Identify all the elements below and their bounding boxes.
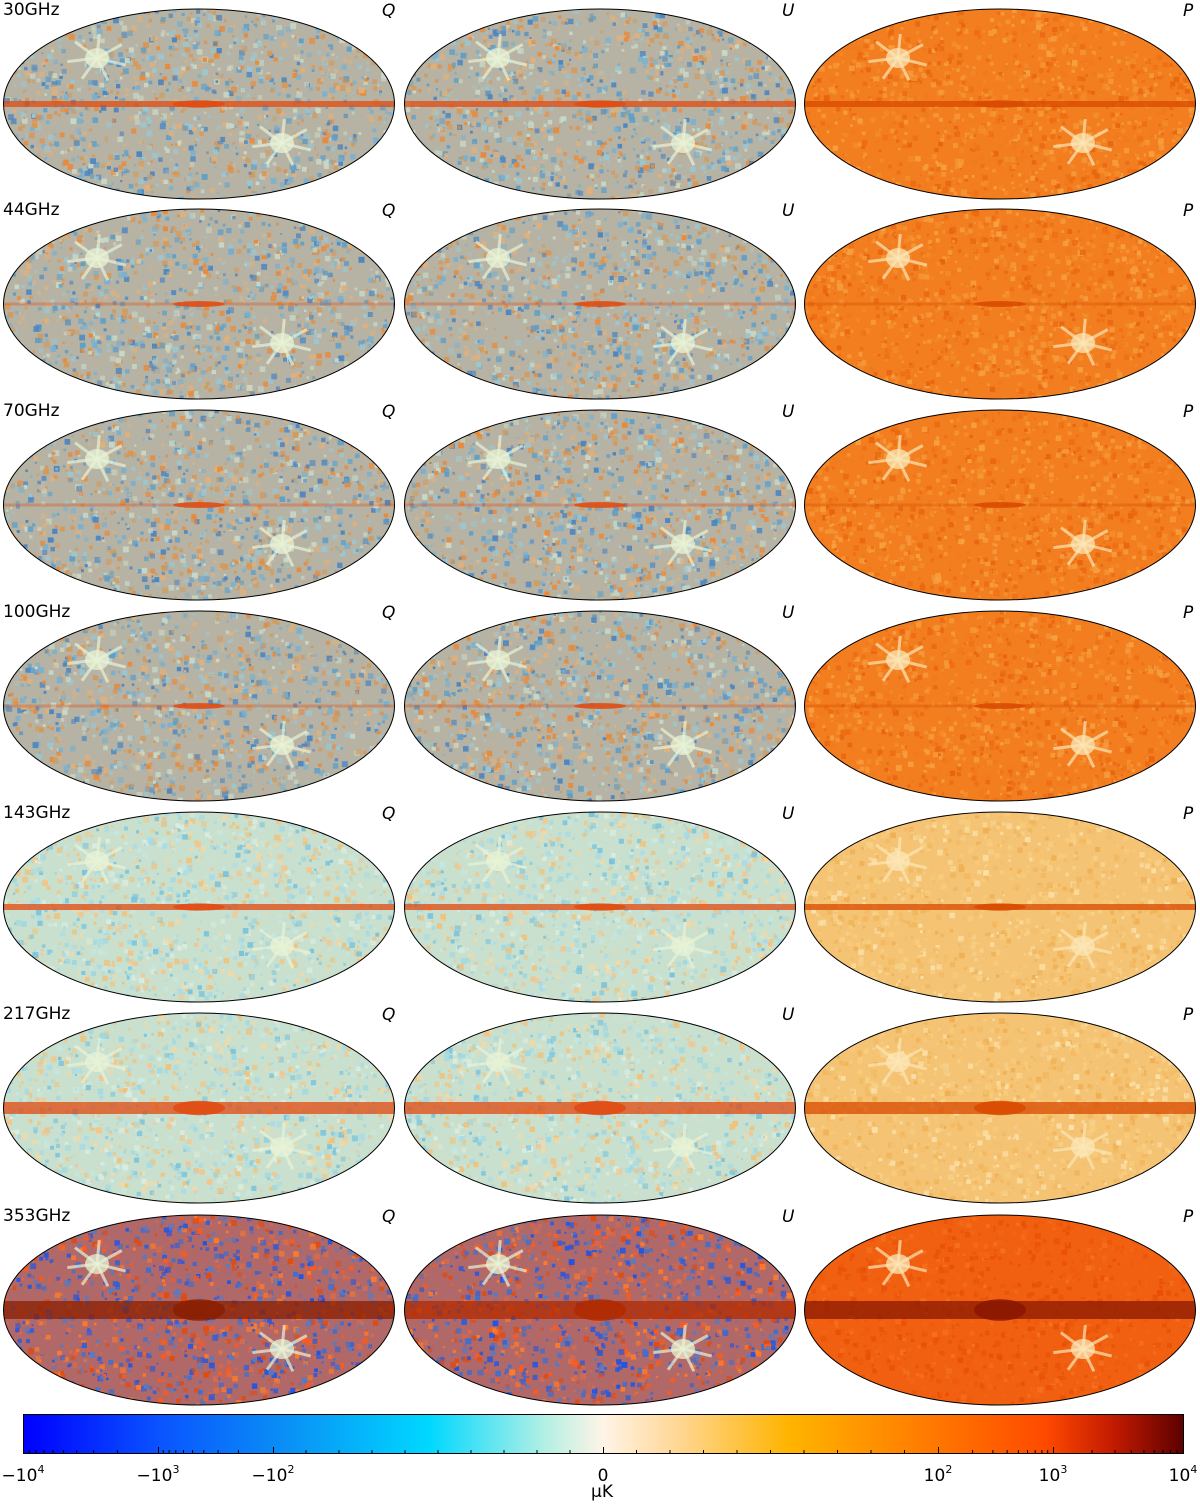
tick-base: −10: [252, 1466, 288, 1486]
sky-map-panel: [2, 1214, 396, 1406]
sky-map: [3, 208, 395, 400]
tick-base: 10: [924, 1466, 946, 1486]
stokes-label: P: [1183, 1005, 1193, 1025]
stokes-label: P: [1183, 1207, 1193, 1227]
stokes-label: P: [1183, 402, 1193, 422]
sky-map: [404, 1214, 796, 1406]
frequency-label: 30GHz: [3, 0, 60, 20]
frequency-label: 217GHz: [3, 1004, 70, 1024]
sky-map: [3, 610, 395, 802]
sky-map: [804, 8, 1196, 200]
sky-map-panel: [403, 811, 797, 1003]
sky-map-panel: [2, 610, 396, 802]
sky-map-panel: [403, 409, 797, 601]
stokes-label: P: [1183, 201, 1193, 221]
sky-map: [3, 8, 395, 200]
frequency-label: 44GHz: [3, 200, 60, 220]
stokes-label: U: [782, 201, 794, 221]
stokes-label: U: [782, 804, 794, 824]
sky-map-panel: [803, 1012, 1197, 1204]
sky-map-panel: [403, 610, 797, 802]
frequency-label: 100GHz: [3, 602, 70, 622]
sky-map: [804, 811, 1196, 1003]
sky-map: [804, 1214, 1196, 1406]
sky-map-panel: [2, 208, 396, 400]
colorbar-tick-label: −104: [2, 1460, 45, 1486]
sky-map-panel: [403, 1012, 797, 1204]
stokes-label: P: [1183, 1, 1193, 21]
tick-base: −10: [137, 1466, 173, 1486]
frequency-label: 353GHz: [3, 1206, 70, 1226]
stokes-label: P: [1183, 603, 1193, 623]
colorbar-tick-label: 0: [598, 1460, 609, 1486]
sky-map-panel: [803, 811, 1197, 1003]
tick-exponent: 4: [37, 1463, 44, 1476]
sky-map: [404, 610, 796, 802]
sky-map: [804, 409, 1196, 601]
sky-map: [404, 409, 796, 601]
sky-map-panel: [803, 8, 1197, 200]
map-row: 217GHz Q U P: [0, 1004, 1200, 1204]
tick-base: 10: [1169, 1466, 1191, 1486]
sky-map-panel: [2, 1012, 396, 1204]
sky-map: [404, 811, 796, 1003]
stokes-label: Q: [382, 1207, 395, 1227]
tick-base: 0: [598, 1466, 609, 1486]
colorbar-tick-label: −103: [137, 1460, 180, 1486]
sky-map-panel: [403, 208, 797, 400]
stokes-label: Q: [382, 603, 395, 623]
tick-base: 10: [1039, 1466, 1061, 1486]
map-row: 353GHz Q U P: [0, 1206, 1200, 1406]
sky-map-panel: [403, 1214, 797, 1406]
stokes-label: U: [782, 402, 794, 422]
stokes-label: Q: [382, 804, 395, 824]
sky-map-panel: [2, 811, 396, 1003]
tick-exponent: 3: [172, 1463, 179, 1476]
sky-map: [404, 208, 796, 400]
stokes-label: Q: [382, 1005, 395, 1025]
map-row: 100GHz Q U P: [0, 602, 1200, 802]
stokes-label: P: [1183, 804, 1193, 824]
stokes-label: U: [782, 1207, 794, 1227]
stokes-label: Q: [382, 201, 395, 221]
sky-map-panel: [803, 208, 1197, 400]
stokes-label: Q: [382, 402, 395, 422]
sky-map: [404, 8, 796, 200]
tick-exponent: 2: [945, 1463, 952, 1476]
colorbar-tick-label: 104: [1169, 1460, 1198, 1486]
sky-map-panel: [803, 409, 1197, 601]
stokes-label: U: [782, 1005, 794, 1025]
sky-map: [404, 1012, 796, 1204]
sky-map-panel: [2, 8, 396, 200]
frequency-label: 143GHz: [3, 803, 70, 823]
sky-map: [804, 208, 1196, 400]
sky-map-panel: [2, 409, 396, 601]
sky-map: [804, 610, 1196, 802]
sky-map: [3, 1214, 395, 1406]
map-row: 70GHz Q U P: [0, 401, 1200, 601]
colorbar-tick-label: −102: [252, 1460, 295, 1486]
map-row: 44GHz Q U P: [0, 200, 1200, 400]
sky-map: [3, 1012, 395, 1204]
sky-map: [3, 409, 395, 601]
sky-map: [804, 1012, 1196, 1204]
map-row: 30GHz Q U P: [0, 0, 1200, 200]
colorbar-tick-label: 102: [924, 1460, 953, 1486]
tick-exponent: 4: [1190, 1463, 1197, 1476]
sky-map-panel: [803, 1214, 1197, 1406]
frequency-label: 70GHz: [3, 401, 60, 421]
tick-base: −10: [2, 1466, 38, 1486]
sky-map-panel: [803, 610, 1197, 802]
colorbar: [23, 1414, 1184, 1454]
stokes-label: U: [782, 603, 794, 623]
colorbar-unit-label: μK: [591, 1482, 613, 1502]
sky-map-panel: [403, 8, 797, 200]
stokes-label: Q: [382, 1, 395, 21]
colorbar-tick-label: 103: [1039, 1460, 1068, 1486]
sky-map: [3, 811, 395, 1003]
tick-exponent: 2: [287, 1463, 294, 1476]
map-row: 143GHz Q U P: [0, 803, 1200, 1003]
tick-exponent: 3: [1060, 1463, 1067, 1476]
stokes-label: U: [782, 1, 794, 21]
